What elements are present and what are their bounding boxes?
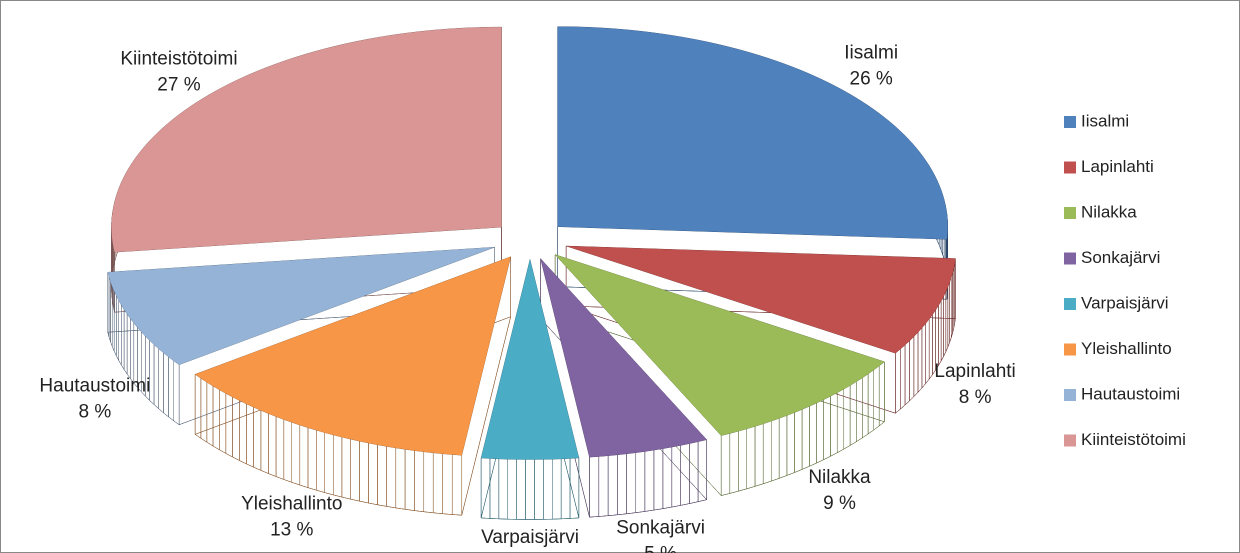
slice	[481, 259, 579, 460]
legend-label: Sonkajärvi	[1081, 248, 1160, 267]
legend-label: Iisalmi	[1081, 111, 1129, 130]
legend-swatch	[1064, 116, 1076, 128]
legend-label: Kiinteistötoimi	[1081, 430, 1186, 449]
slice-value-label: 27 %	[157, 74, 200, 95]
slice-label: Kiinteistötoimi	[120, 48, 237, 69]
legend-swatch	[1064, 389, 1076, 401]
slice	[111, 27, 502, 253]
legend-label: Hautaustoimi	[1081, 384, 1180, 403]
legend-swatch	[1064, 161, 1076, 174]
slice-label: Lapinlahti	[934, 361, 1015, 382]
slice	[566, 246, 956, 354]
slice-value-label: 9 %	[823, 493, 856, 514]
legend-swatch	[1064, 207, 1076, 219]
slice	[540, 258, 707, 458]
slice	[107, 247, 495, 365]
slice-label: Nilakka	[808, 467, 871, 488]
legend-label: Varpaisjärvi	[1081, 293, 1169, 312]
slice-value-label: 5 %	[644, 543, 677, 553]
slice-label: Yleishallinto	[241, 494, 342, 515]
legend-swatch	[1064, 252, 1076, 265]
slice	[557, 26, 948, 240]
slice-label: Iisalmi	[844, 43, 898, 64]
slice	[195, 256, 511, 456]
slice-value-label: 26 %	[850, 69, 893, 90]
legend-label: Lapinlahti	[1081, 157, 1154, 176]
slice-label: Sonkajärvi	[616, 517, 705, 538]
slice-label: Hautaustoimi	[39, 375, 150, 396]
slice-value-label: 8 %	[78, 401, 111, 422]
legend-label: Yleishallinto	[1081, 339, 1172, 358]
slice-label: Varpaisjärvi	[481, 527, 579, 548]
legend-label: Nilakka	[1081, 202, 1137, 221]
legend-swatch	[1064, 343, 1076, 356]
slice-value-label: 13 %	[270, 520, 313, 541]
legend-swatch	[1064, 434, 1076, 447]
slice-value-label: 8 %	[959, 387, 992, 408]
slice	[555, 254, 885, 436]
legend-swatch	[1064, 298, 1076, 310]
